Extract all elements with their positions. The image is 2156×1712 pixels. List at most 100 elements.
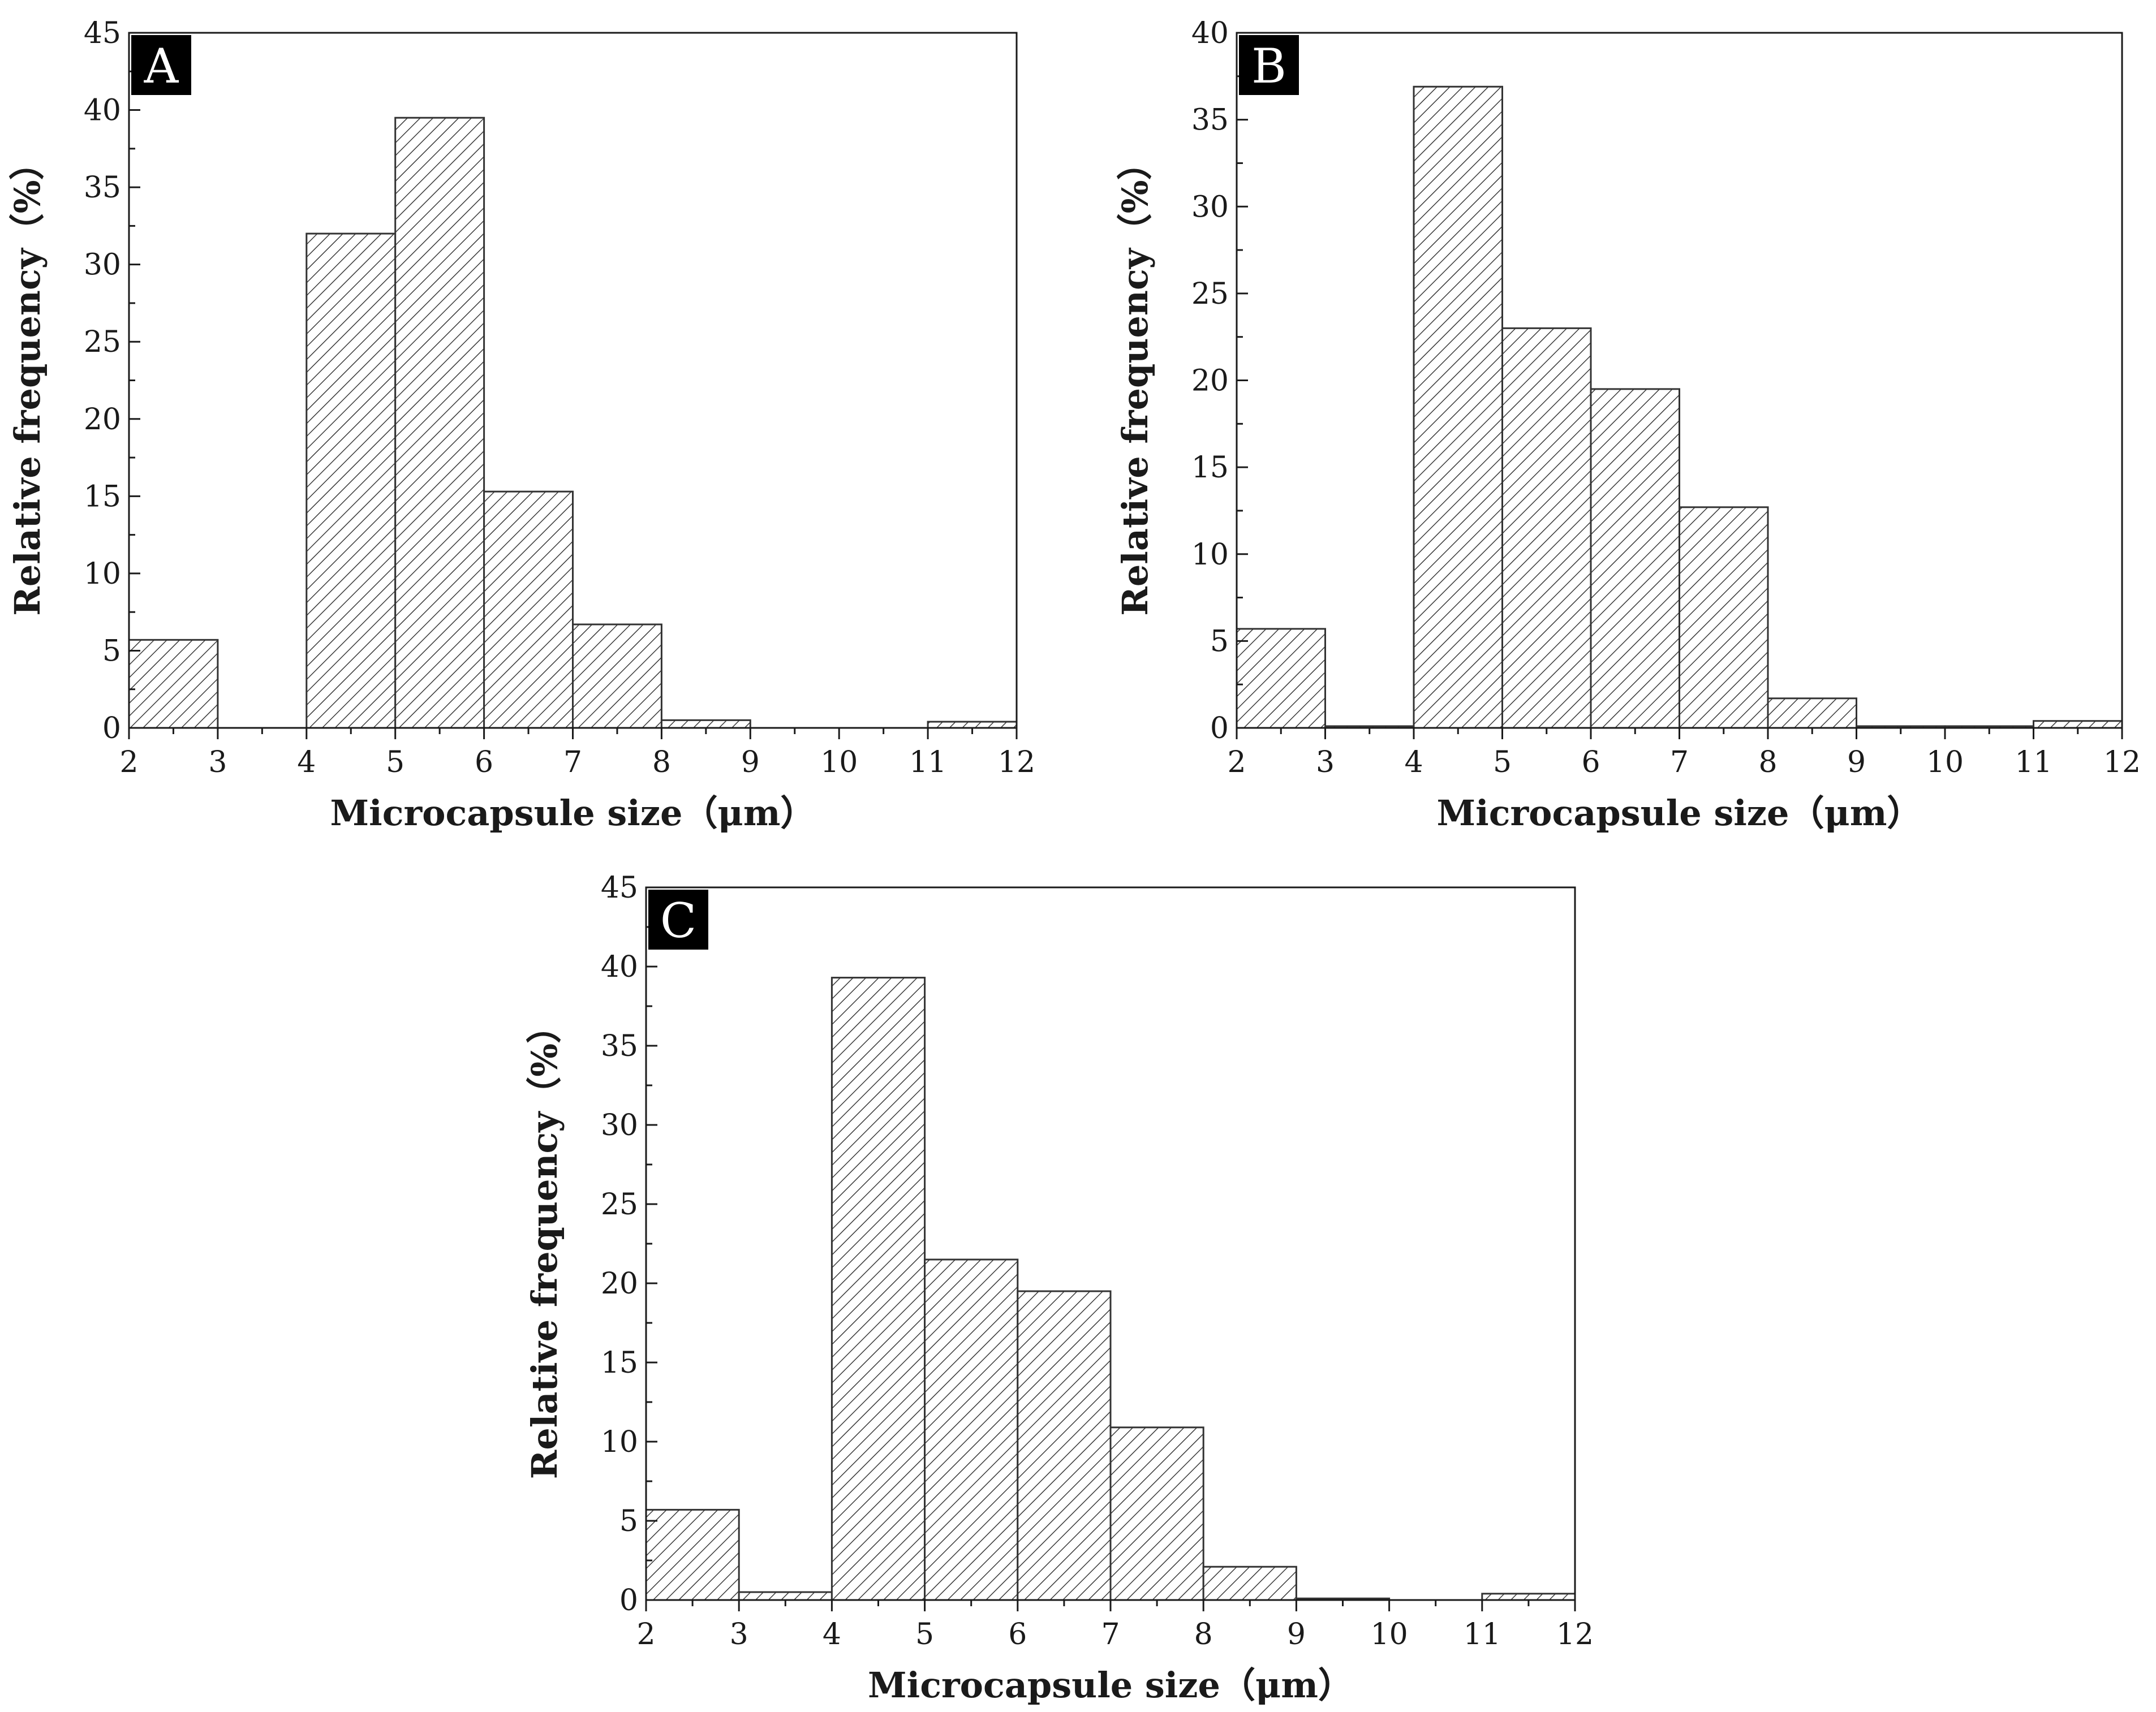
y-tick-label: 15: [1191, 451, 1229, 485]
x-tick-label: 11: [909, 745, 946, 779]
y-tick-label: 30: [84, 248, 121, 282]
histogram-bar: [394, 117, 485, 729]
x-axis: 2 3 4 5 6 7 8 9 10 11 12: [1227, 728, 2141, 779]
y-tick-label: 5: [102, 634, 121, 668]
histogram-bars: [128, 117, 1018, 729]
histogram-bar: [2033, 720, 2123, 729]
y-tick-label: 30: [601, 1109, 638, 1142]
y-tick-label: 40: [84, 94, 121, 128]
x-axis-title: Microcapsule size（μm）: [868, 1664, 1353, 1706]
y-tick-label: 20: [84, 403, 121, 437]
x-tick-label: 6: [1581, 745, 1600, 779]
y-tick-label: 40: [1191, 16, 1229, 50]
y-tick-label: 20: [1191, 364, 1229, 398]
y-tick-label: 15: [601, 1346, 638, 1380]
y-axis-title: Relative frequency（%）: [1114, 145, 1156, 615]
histogram-bar: [483, 490, 574, 729]
x-tick-label: 2: [636, 1618, 655, 1651]
histogram-bar: [1679, 506, 1769, 729]
histogram-bar: [1017, 1290, 1112, 1601]
x-tick-label: 3: [730, 1618, 748, 1651]
y-tick-label: 35: [84, 171, 121, 205]
x-axis-title: Microcapsule size（μm）: [330, 792, 816, 834]
x-tick-label: 2: [1227, 745, 1246, 779]
x-tick-label: 12: [2103, 745, 2141, 779]
histogram-bar: [1109, 1426, 1204, 1601]
y-tick-label: 10: [601, 1425, 638, 1459]
panel-label: B: [1251, 38, 1286, 94]
y-axis: 0 5 10 15 20 25 30 35 40 45: [84, 16, 140, 745]
x-tick-label: 5: [386, 745, 404, 779]
y-tick-label: 10: [1191, 538, 1229, 572]
x-tick-label: 10: [1371, 1618, 1408, 1651]
y-axis-title: Relative frequency（%）: [7, 145, 48, 615]
x-tick-label: 3: [1316, 745, 1335, 779]
x-tick-label: 12: [1556, 1618, 1594, 1651]
x-tick-label: 7: [563, 745, 582, 779]
y-tick-label: 45: [84, 16, 121, 50]
y-tick-label: 20: [601, 1267, 638, 1301]
x-tick-label: 3: [208, 745, 227, 779]
x-tick-label: 9: [741, 745, 760, 779]
x-tick-label: 9: [1847, 745, 1866, 779]
y-tick-label: 5: [619, 1504, 638, 1538]
x-axis: 2 3 4 5 6 7 8 9 10 11 12: [636, 1600, 1594, 1651]
x-tick-label: 4: [1404, 745, 1423, 779]
y-tick-label: 45: [601, 871, 638, 905]
y-tick-label: 25: [601, 1188, 638, 1222]
y-tick-label: 0: [102, 711, 121, 745]
x-tick-label: 2: [119, 745, 138, 779]
y-tick-label: 10: [84, 557, 121, 591]
x-tick-label: 8: [1758, 745, 1777, 779]
y-axis: 0 5 10 15 20 25 30 35 40 45: [601, 871, 657, 1618]
x-tick-label: 5: [915, 1618, 934, 1651]
x-tick-label: 11: [2015, 745, 2052, 779]
x-tick-label: 5: [1493, 745, 1512, 779]
y-tick-label: 35: [1191, 104, 1229, 137]
panel-label: C: [660, 893, 696, 948]
histogram-bar: [1236, 628, 1326, 729]
x-tick-label: 12: [998, 745, 1035, 779]
y-tick-label: 40: [601, 950, 638, 984]
x-tick-label: 4: [297, 745, 316, 779]
y-tick-label: 5: [1210, 624, 1229, 658]
panel-label-badge: A: [131, 35, 191, 95]
histogram-bar: [1413, 85, 1503, 729]
histogram-bar: [572, 623, 662, 729]
histogram-bar: [128, 639, 219, 729]
histogram-bar: [1481, 1593, 1576, 1601]
histogram-bar: [738, 1591, 833, 1601]
panel-label-badge: C: [648, 890, 708, 950]
y-tick-label: 25: [1191, 277, 1229, 311]
histogram-bars: [645, 977, 1576, 1601]
histogram-bar: [927, 721, 1018, 729]
histogram-bar: [830, 977, 926, 1601]
x-axis-title: Microcapsule size（μm）: [1437, 792, 1922, 834]
x-tick-label: 10: [1926, 745, 1964, 779]
x-tick-label: 7: [1670, 745, 1689, 779]
x-tick-label: 11: [1464, 1618, 1501, 1651]
y-axis-title: Relative frequency（%）: [524, 1008, 565, 1479]
x-tick-label: 9: [1287, 1618, 1306, 1651]
x-tick-label: 7: [1101, 1618, 1120, 1651]
y-axis: 0 5 10 15 20 25 30 35 40: [1191, 16, 1248, 745]
y-tick-label: 15: [84, 480, 121, 514]
x-tick-label: 10: [820, 745, 858, 779]
y-tick-label: 30: [1191, 190, 1229, 224]
y-tick-label: 35: [601, 1029, 638, 1063]
y-tick-label: 25: [84, 325, 121, 359]
panel-label: A: [144, 38, 179, 94]
histogram-bars: [1236, 85, 2123, 729]
histogram-bar: [1767, 697, 1857, 729]
x-tick-label: 6: [1008, 1618, 1027, 1651]
x-tick-label: 4: [823, 1618, 841, 1651]
panel-label-background: [131, 35, 191, 95]
histogram-bar: [660, 719, 751, 729]
panel-label-background: [1239, 35, 1299, 95]
histogram-bar: [924, 1258, 1019, 1601]
panel-label-background: [648, 890, 708, 950]
y-tick-label: 0: [1210, 711, 1229, 745]
